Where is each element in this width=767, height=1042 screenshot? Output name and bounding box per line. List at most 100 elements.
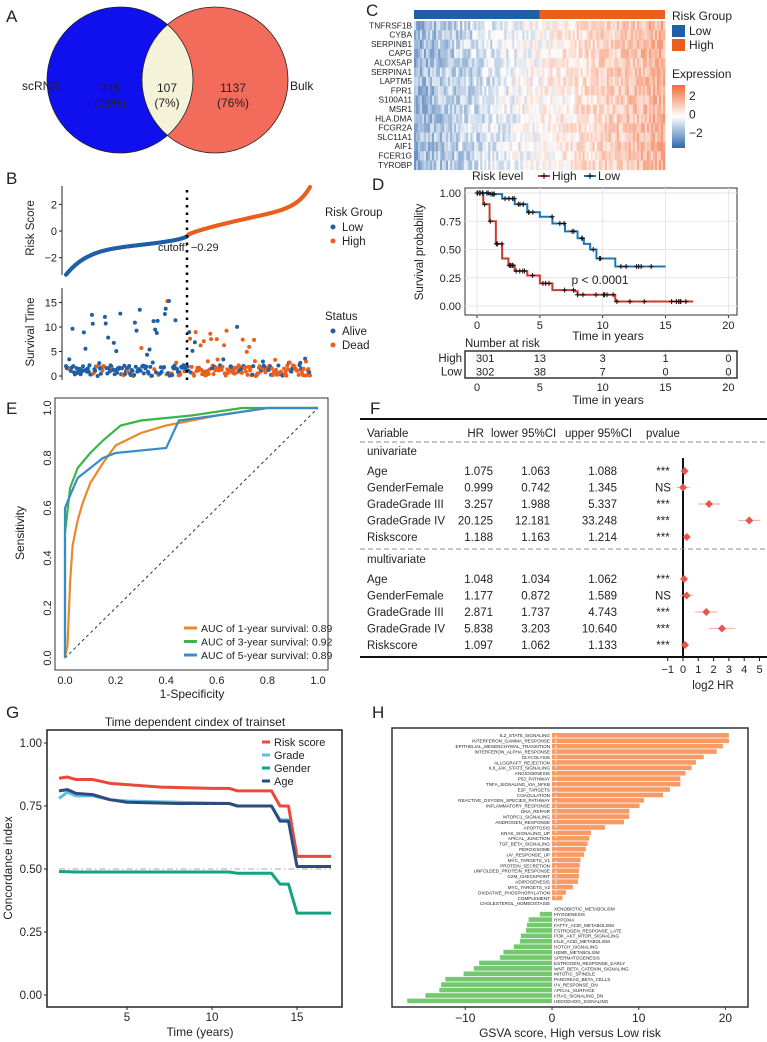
heatmap-cell	[624, 151, 628, 161]
heatmap-cell	[564, 123, 567, 133]
heatmap-cell	[662, 151, 666, 161]
expression-legend-tick: −2	[689, 126, 703, 140]
heatmap-cell	[442, 21, 445, 31]
table-cell: 1.063	[521, 466, 550, 478]
table-cell: 0.742	[521, 483, 550, 495]
heatmap-cell	[458, 160, 461, 171]
heatmap-cell	[510, 160, 513, 171]
heatmap-cell	[626, 39, 630, 50]
heatmap-cell	[548, 104, 551, 115]
heatmap-cell	[478, 30, 481, 40]
heatmap-cell	[540, 86, 543, 96]
heatmap-cell	[532, 151, 535, 161]
heatmap-cell	[656, 30, 660, 40]
heatmap-cell	[442, 86, 445, 96]
heatmap-cell	[448, 48, 451, 59]
heatmap-cell	[418, 114, 421, 124]
heatmap-cell	[564, 104, 567, 115]
heatmap-cell	[556, 95, 559, 105]
heatmap-cell	[576, 114, 579, 124]
heatmap-cell	[614, 151, 618, 161]
heatmap-cell	[470, 104, 473, 115]
heatmap-cell	[436, 21, 439, 31]
heatmap-cell	[644, 67, 648, 78]
heatmap-cell	[508, 141, 511, 152]
heatmap-cell	[622, 86, 626, 96]
heatmap-cell	[536, 30, 539, 40]
heatmap-cell	[610, 104, 614, 115]
heatmap-cell	[598, 67, 602, 78]
heatmap-cell	[570, 123, 573, 133]
heatmap-cell	[598, 132, 602, 143]
heatmap-cell	[514, 30, 517, 40]
status-legend-title: Status	[325, 311, 358, 323]
x-tick-label: 10	[206, 1012, 219, 1024]
x-tick-label: 1	[695, 664, 701, 676]
heatmap-cell	[422, 104, 425, 115]
heatmap-cell	[550, 30, 553, 40]
heatmap-cell	[478, 141, 481, 152]
heatmap-cell	[426, 160, 429, 171]
heatmap-cell	[558, 160, 561, 171]
heatmap-cell	[436, 132, 439, 143]
heatmap-cell	[650, 132, 654, 143]
heatmap-cell	[656, 151, 660, 161]
heatmap-cell	[458, 67, 461, 78]
heatmap-cell	[648, 151, 652, 161]
heatmap-cell	[552, 30, 555, 40]
heatmap-cell	[574, 123, 577, 133]
heatmap-cell	[558, 86, 561, 96]
heatmap-cell	[608, 141, 612, 152]
heatmap-cell	[420, 30, 423, 40]
heatmap-cell	[560, 67, 563, 78]
x-tick-label: 4	[741, 664, 747, 676]
heatmap-cell	[546, 86, 549, 96]
heatmap-cell	[642, 95, 646, 105]
heatmap-cell	[530, 160, 533, 171]
table-cell: ***	[656, 624, 670, 636]
heatmap-cell	[438, 132, 441, 143]
heatmap-cell	[614, 76, 618, 87]
heatmap-cell	[420, 58, 423, 68]
heatmap-cell	[550, 76, 553, 87]
heatmap-cell	[524, 141, 527, 152]
heatmap-cell	[480, 160, 483, 171]
heatmap-cell	[434, 39, 437, 50]
heatmap-cell	[568, 141, 571, 152]
heatmap-cell	[600, 67, 604, 78]
heatmap-cell	[424, 39, 427, 50]
heatmap-cell	[548, 39, 551, 50]
heatmap-cell	[554, 104, 557, 115]
heatmap-cell	[422, 21, 425, 31]
heatmap-cell	[508, 76, 511, 87]
heatmap-cell	[416, 104, 419, 115]
heatmap-cell	[506, 132, 509, 143]
heatmap-cell	[660, 151, 664, 161]
heatmap-cell	[540, 151, 543, 161]
survival-point-alive	[250, 372, 255, 377]
heatmap-cell	[516, 132, 519, 143]
heatmap-cell	[550, 39, 553, 50]
risk-table-cell: 0	[725, 353, 731, 365]
heatmap-cell	[606, 95, 610, 105]
heatmap-cell	[540, 95, 543, 105]
heatmap-cell	[424, 86, 427, 96]
heatmap-cell	[448, 114, 451, 124]
heatmap-cell	[450, 104, 453, 115]
heatmap-cell	[638, 123, 642, 133]
x-tick-label: 0.4	[159, 675, 174, 687]
pathway-label: BILE_ACID_METABOLISM	[554, 939, 610, 944]
heatmap-cell	[444, 30, 447, 40]
heatmap-cell	[656, 104, 660, 115]
kaplan-meier-plot: 00551010151520201.000.750.500.250.00Surv…	[414, 169, 738, 407]
heatmap-cell	[588, 86, 592, 96]
heatmap-cell	[498, 76, 501, 87]
heatmap-cell	[652, 21, 656, 31]
heatmap-cell	[640, 48, 644, 59]
heatmap-cell	[552, 39, 555, 50]
heatmap-cell	[502, 95, 505, 105]
heatmap-cell	[546, 141, 549, 152]
heatmap-cell	[466, 123, 469, 133]
heatmap-cell	[630, 67, 634, 78]
heatmap-cell	[564, 151, 567, 161]
